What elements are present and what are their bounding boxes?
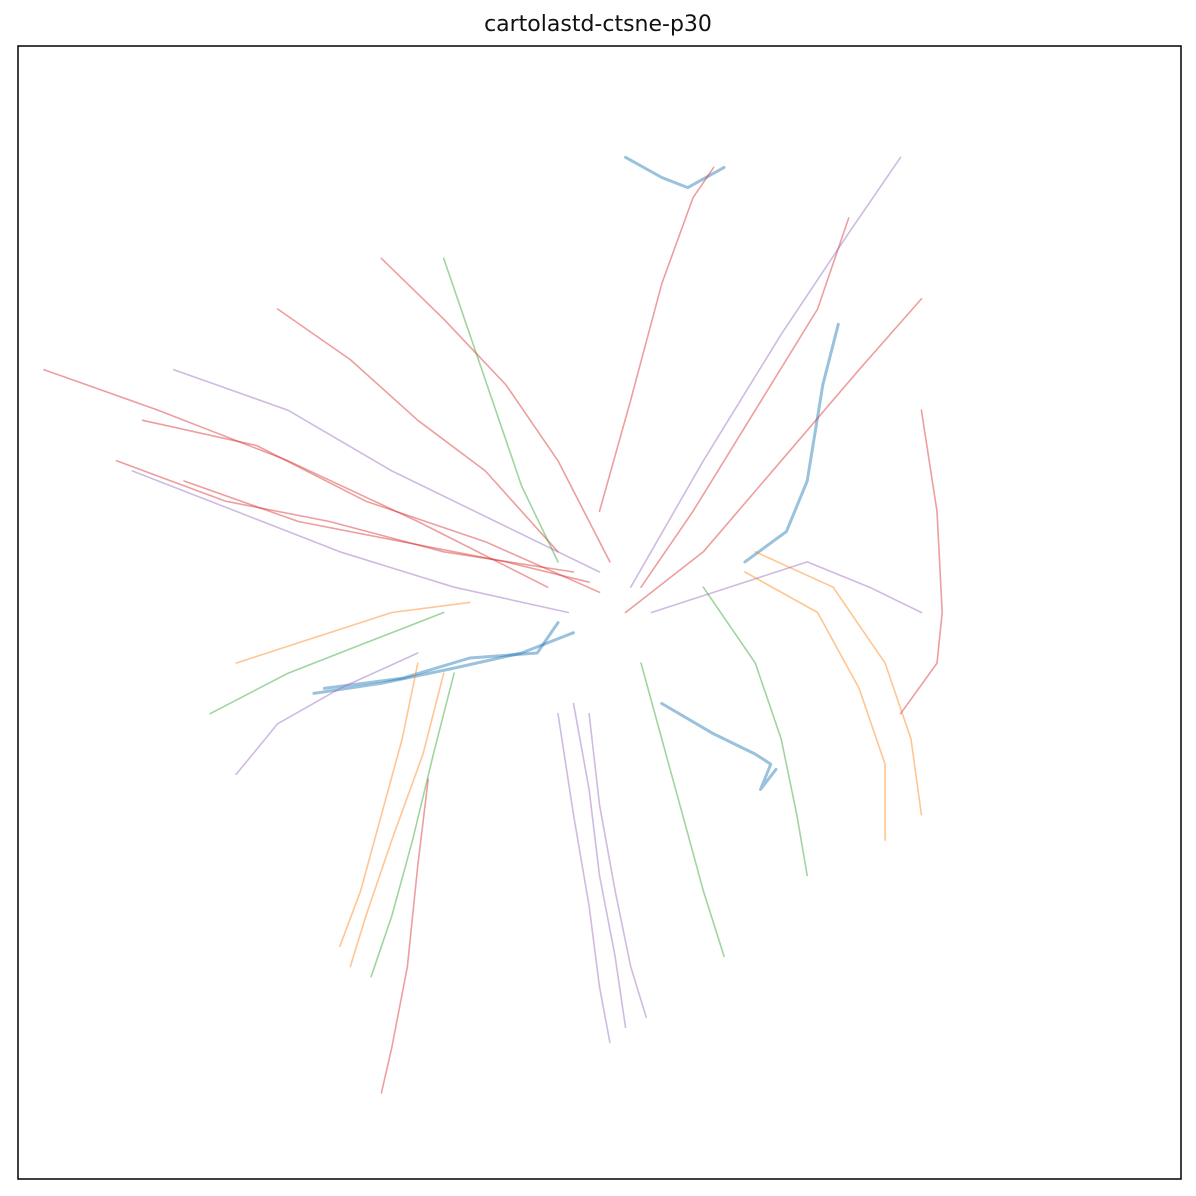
series-line-blue-0 [312,631,575,695]
series-line-purple-17 [131,470,570,614]
series-line-green-30 [640,662,725,958]
series-line-red-12 [640,217,850,588]
series-line-blue-2 [743,322,840,564]
series-line-purple-19 [588,712,647,1018]
series-line-orange-24 [339,662,419,948]
series-line-green-29 [370,672,455,978]
series-line-orange-25 [349,672,445,968]
series-line-purple-16 [173,368,601,573]
series-layer [43,155,943,1094]
series-line-red-13 [624,298,923,614]
series-line-green-31 [702,586,808,877]
series-line-orange-26 [754,551,923,816]
series-line-red-5 [43,368,549,588]
series-line-green-33 [209,611,445,715]
series-line-red-8 [183,480,590,583]
series-line-purple-20 [572,702,627,1029]
series-line-orange-27 [744,571,886,841]
series-line-purple-22 [629,156,902,588]
series-line-red-7 [141,419,601,594]
series-line-red-15 [899,409,943,715]
series-line-purple-18 [235,652,419,776]
series-line-blue-4 [624,155,726,190]
series-line-red-9 [276,308,559,553]
series-line-red-14 [380,778,429,1094]
series-line-red-11 [598,166,715,513]
series-line-orange-28 [235,601,471,664]
series-line-red-6 [115,460,575,573]
series-line-green-32 [442,257,559,563]
axes-frame [17,45,1182,1180]
series-line-blue-3 [660,702,778,791]
series-line-purple-21 [557,712,611,1044]
series-line-purple-23 [650,561,923,614]
series-line-red-10 [380,257,611,563]
series-line-blue-1 [322,621,560,690]
chart-title: cartolastd-ctsne-p30 [484,12,712,37]
